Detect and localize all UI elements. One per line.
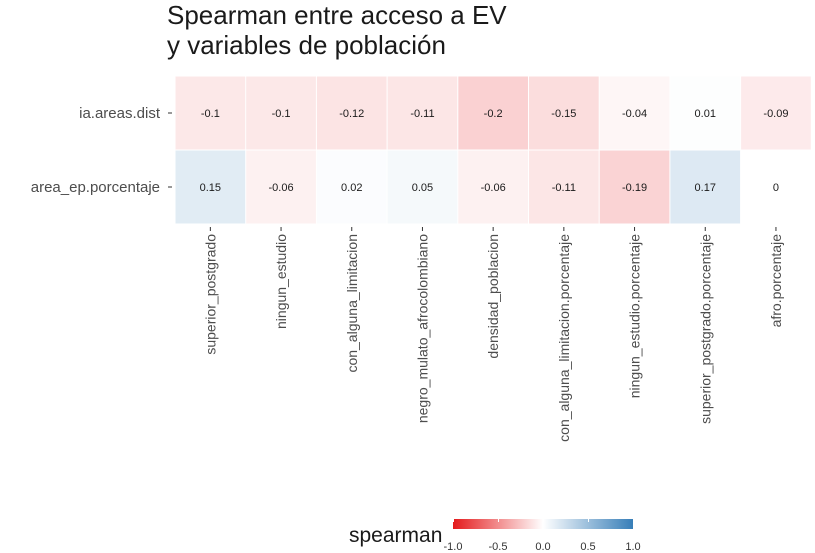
cell-value-label: -0.1	[201, 108, 220, 120]
legend-tick-label: 1.0	[625, 541, 641, 553]
y-tick-label: ia.areas.dist	[79, 105, 161, 122]
y-tick-label: area_ep.porcentaje	[31, 179, 160, 196]
x-tick-label: ningun_estudio	[273, 234, 289, 329]
cell-value-label: -0.19	[622, 182, 647, 194]
cell-value-label: 0	[773, 182, 779, 194]
legend-tick-mark	[497, 519, 499, 522]
cell-value-label: 0.17	[695, 182, 716, 194]
legend-color-bar	[453, 519, 633, 529]
x-tick-label: ningun_estudio.porcentaje	[627, 234, 643, 398]
cell-value-label: -0.06	[269, 182, 294, 194]
heatmap-cell-0-4	[458, 76, 528, 150]
cell-value-label: 0.01	[695, 108, 716, 120]
heatmap-cell-0-8	[741, 76, 811, 150]
x-tick-label: densidad_poblacion	[485, 234, 501, 359]
cell-value-label: -0.12	[339, 108, 364, 120]
x-tick-label: superior_postgrado.porcentaje	[697, 234, 713, 424]
heatmap-cell-0-1	[246, 76, 316, 150]
chart-title-line-2: y variables de población	[167, 30, 446, 60]
x-tick-label: con_alguna_limitacion	[344, 234, 360, 373]
heatmap-cell-1-5	[529, 150, 599, 224]
heatmap-cell-1-3	[387, 150, 458, 224]
cell-value-label: -0.2	[484, 108, 503, 120]
heatmap-cell-0-3	[387, 76, 458, 150]
heatmap-cell-1-7	[670, 150, 741, 224]
heatmap-cell-1-8	[741, 150, 811, 224]
legend-title: spearman	[349, 524, 443, 547]
legend-tick-mark	[587, 519, 589, 522]
cell-value-label: 0.15	[200, 182, 221, 194]
legend-tick-mark	[452, 519, 454, 522]
heatmap-cell-1-6	[599, 150, 670, 224]
heatmap-cell-0-0	[175, 76, 246, 150]
cell-value-label: -0.09	[763, 108, 788, 120]
cell-value-label: -0.11	[552, 182, 576, 194]
heatmap-cell-1-1	[246, 150, 316, 224]
cell-value-label: -0.06	[481, 182, 506, 194]
heatmap-cell-0-2	[316, 76, 387, 150]
x-tick-label: afro.porcentaje	[768, 234, 784, 328]
heatmap-cell-0-5	[529, 76, 599, 150]
legend-tick-label: 0.0	[535, 541, 551, 553]
legend-tick-mark	[542, 519, 544, 522]
heatmap-cell-1-4	[458, 150, 528, 224]
legend-tick-label: 0.5	[580, 541, 596, 553]
legend-tick-label: -1.0	[443, 541, 463, 553]
heatmap-cell-1-0	[175, 150, 246, 224]
cell-value-label: -0.04	[622, 108, 647, 120]
x-tick-label: negro_mulato_afrocolombiano	[414, 234, 430, 423]
cell-value-label: -0.1	[272, 108, 291, 120]
legend-tick-label: -0.5	[488, 541, 508, 553]
cell-value-label: 0.05	[412, 182, 433, 194]
chart-title-line-1: Spearman entre acceso a EV	[167, 0, 507, 30]
legend-tick-mark	[632, 519, 634, 522]
cell-value-label: -0.15	[551, 108, 576, 120]
heatmap-cell-1-2	[316, 150, 387, 224]
cell-value-label: 0.02	[341, 182, 362, 194]
heatmap-cell-0-7	[670, 76, 741, 150]
cell-value-label: -0.11	[410, 108, 434, 120]
heatmap-cell-0-6	[599, 76, 670, 150]
x-tick-label: superior_postgrado	[202, 234, 218, 355]
x-tick-label: con_alguna_limitacion.porcentaje	[556, 234, 572, 442]
